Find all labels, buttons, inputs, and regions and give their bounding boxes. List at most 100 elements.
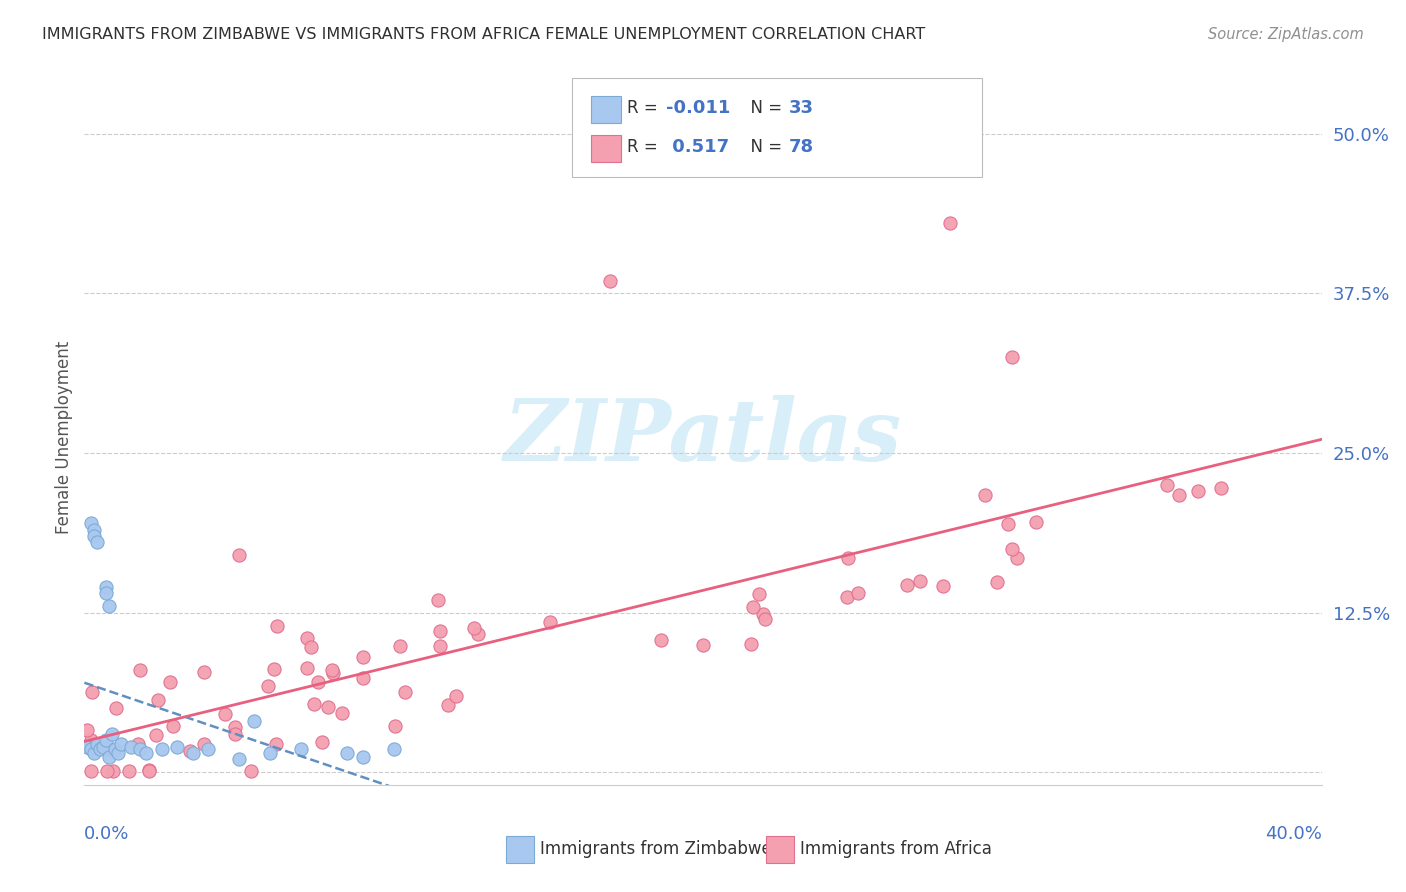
Point [429, 624, 451, 638]
Point [159, 675, 181, 690]
Point [748, 587, 770, 601]
Point [228, 548, 250, 562]
Point [76, 723, 98, 737]
Point [150, 742, 173, 756]
Point [1005, 551, 1028, 566]
Point [299, 640, 322, 655]
Point [97, 742, 120, 756]
Point [538, 615, 561, 629]
Point [908, 574, 931, 588]
Point [986, 575, 1008, 590]
Point [135, 746, 157, 760]
Point [266, 618, 288, 632]
Point [228, 752, 250, 766]
Point [302, 698, 325, 712]
Point [835, 590, 858, 604]
Text: 40.0%: 40.0% [1265, 825, 1322, 843]
Point [321, 663, 343, 677]
Point [193, 665, 215, 679]
Point [83, 746, 105, 760]
Point [322, 666, 344, 681]
Text: 0.517: 0.517 [666, 138, 730, 156]
Point [80, 764, 103, 778]
Point [295, 631, 318, 645]
Point [127, 737, 149, 751]
Point [444, 689, 467, 703]
Point [263, 662, 285, 676]
Text: Source: ZipAtlas.com: Source: ZipAtlas.com [1208, 27, 1364, 42]
Point [352, 650, 374, 665]
Point [98, 750, 121, 764]
Point [138, 763, 160, 777]
Point [243, 714, 266, 728]
Point [330, 706, 353, 721]
Point [179, 743, 201, 757]
Text: Immigrants from Zimbabwe: Immigrants from Zimbabwe [540, 840, 772, 858]
Point [86, 535, 108, 549]
Point [290, 742, 312, 756]
Point [692, 638, 714, 652]
Point [467, 627, 489, 641]
Point [264, 737, 287, 751]
Text: ZIPatlas: ZIPatlas [503, 395, 903, 479]
Point [1156, 478, 1178, 492]
Point [80, 685, 103, 699]
Point [1001, 541, 1024, 556]
Point [297, 661, 319, 675]
Point [145, 728, 167, 742]
Point [1211, 481, 1233, 495]
Point [336, 746, 359, 760]
Point [742, 599, 765, 614]
Point [740, 637, 762, 651]
Point [94, 733, 117, 747]
Point [107, 746, 129, 760]
Text: R =: R = [627, 138, 664, 156]
Point [79, 516, 101, 531]
Point [118, 764, 141, 778]
Point [80, 733, 103, 747]
Point [181, 746, 204, 760]
Point [166, 739, 188, 754]
Point [259, 746, 281, 760]
Point [429, 640, 451, 654]
Point [103, 764, 125, 778]
Point [214, 706, 236, 721]
Point [896, 578, 918, 592]
Point [427, 593, 450, 607]
Text: 78: 78 [789, 138, 814, 156]
Point [76, 739, 98, 754]
Point [79, 742, 101, 756]
Point [146, 693, 169, 707]
Point [224, 726, 246, 740]
Text: N =: N = [740, 99, 787, 117]
Point [846, 586, 869, 600]
Point [138, 764, 160, 778]
Point [120, 739, 142, 754]
Text: -0.011: -0.011 [666, 99, 731, 117]
Point [754, 612, 776, 626]
Point [752, 607, 775, 622]
Y-axis label: Female Unemployment: Female Unemployment [55, 341, 73, 533]
Point [104, 700, 127, 714]
Text: N =: N = [740, 138, 787, 156]
Point [837, 550, 859, 565]
Point [83, 523, 105, 537]
Point [104, 742, 127, 756]
Text: R =: R = [627, 99, 664, 117]
Point [257, 679, 280, 693]
Point [311, 735, 333, 749]
Point [110, 737, 132, 751]
Point [98, 599, 121, 614]
Point [463, 621, 485, 635]
Point [193, 737, 215, 751]
Point [89, 742, 111, 756]
Point [83, 529, 105, 543]
Point [129, 742, 152, 756]
Point [352, 750, 374, 764]
Point [599, 274, 621, 288]
Point [437, 698, 460, 712]
Point [162, 719, 184, 733]
Point [129, 663, 152, 677]
Point [316, 700, 339, 714]
Text: 0.0%: 0.0% [84, 825, 129, 843]
